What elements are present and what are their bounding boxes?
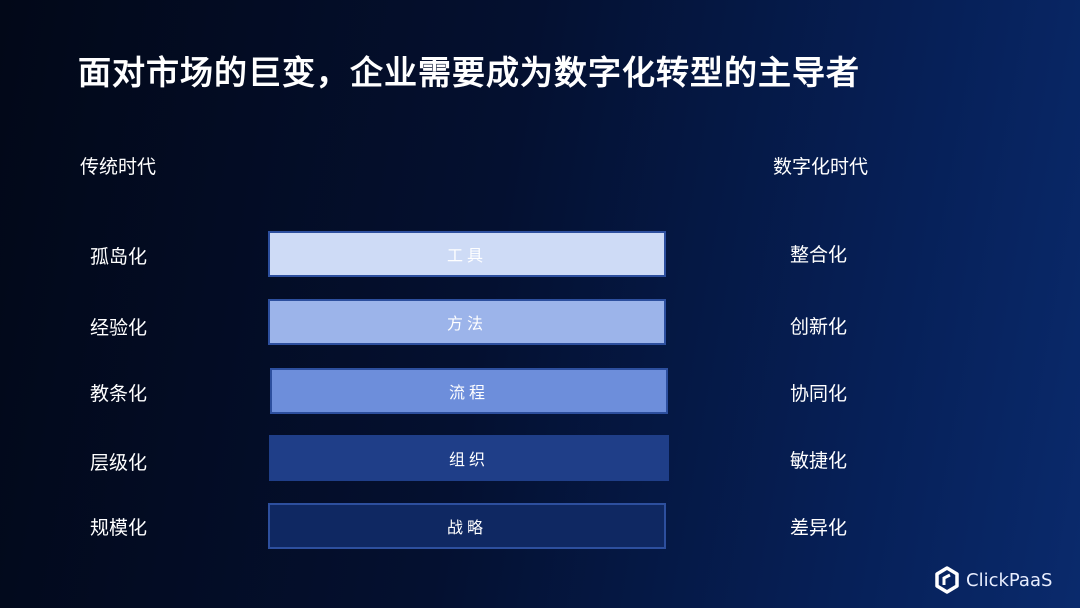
right-column-header: 数字化时代 — [773, 156, 869, 178]
left-item: 层级化 — [90, 452, 148, 474]
layer-bar-tools: 工具 — [268, 231, 666, 277]
right-item: 整合化 — [790, 244, 848, 266]
layer-bar-organization: 组织 — [269, 435, 669, 481]
page-title: 面对市场的巨变，企业需要成为数字化转型的主导者 — [78, 53, 860, 92]
layer-bar-process: 流程 — [270, 368, 668, 414]
layer-bar-strategy: 战略 — [268, 503, 666, 549]
layer-bar-methods: 方法 — [268, 299, 666, 345]
right-item: 差异化 — [790, 517, 848, 539]
clickpaas-logo-icon — [935, 566, 959, 594]
left-item: 孤岛化 — [90, 246, 148, 268]
left-column-header: 传统时代 — [80, 156, 157, 178]
right-item: 敏捷化 — [790, 450, 848, 472]
left-item: 教条化 — [90, 383, 148, 405]
logo-text: ClickPaaS — [966, 569, 1053, 591]
right-item: 创新化 — [790, 316, 848, 338]
left-item: 经验化 — [90, 317, 148, 339]
clickpaas-logo: ClickPaaS — [934, 566, 1052, 594]
right-item: 协同化 — [790, 383, 848, 405]
left-item: 规模化 — [90, 517, 148, 539]
